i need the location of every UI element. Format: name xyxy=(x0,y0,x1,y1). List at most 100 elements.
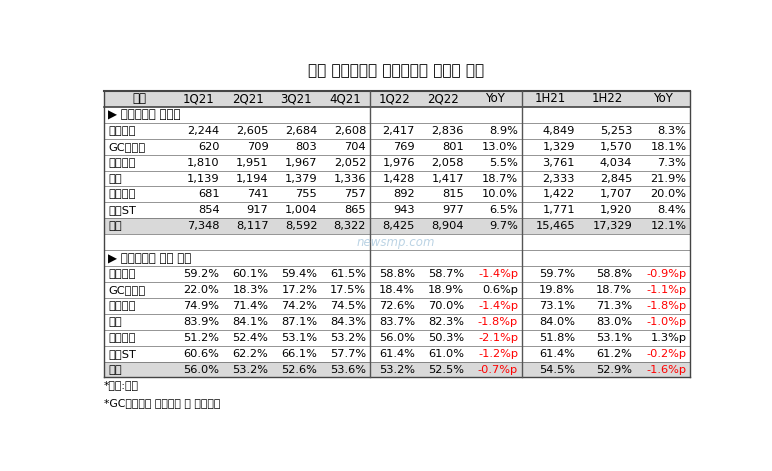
Text: 1,422: 1,422 xyxy=(543,189,575,199)
Text: -1.2%p: -1.2%p xyxy=(478,349,518,358)
Text: 1,336: 1,336 xyxy=(334,173,366,184)
Bar xyxy=(103,362,690,377)
Text: 61.4%: 61.4% xyxy=(379,349,415,358)
Text: 1,428: 1,428 xyxy=(383,173,415,184)
Text: 51.8%: 51.8% xyxy=(539,333,575,343)
Text: 18.9%: 18.9% xyxy=(428,285,464,295)
Text: 1,951: 1,951 xyxy=(235,158,269,168)
Text: 6.5%: 6.5% xyxy=(489,205,518,215)
Text: 8,904: 8,904 xyxy=(432,221,464,231)
Text: 주요 상위제약사 전문의약품 매출액 추이: 주요 상위제약사 전문의약품 매출액 추이 xyxy=(307,63,484,78)
Text: 53.2%: 53.2% xyxy=(379,365,415,374)
Text: ▶ 전문의약품 매출액: ▶ 전문의약품 매출액 xyxy=(108,108,181,122)
Text: 52.9%: 52.9% xyxy=(596,365,632,374)
Text: 59.2%: 59.2% xyxy=(184,269,219,279)
Text: -1.1%p: -1.1%p xyxy=(646,285,686,295)
Text: 12.1%: 12.1% xyxy=(651,221,686,231)
Text: 56.0%: 56.0% xyxy=(184,365,219,374)
Text: 70.0%: 70.0% xyxy=(428,301,464,311)
Text: 2,333: 2,333 xyxy=(543,173,575,184)
Text: 709: 709 xyxy=(246,142,269,152)
Text: 3,761: 3,761 xyxy=(543,158,575,168)
Text: 61.5%: 61.5% xyxy=(330,269,366,279)
Text: 8,592: 8,592 xyxy=(285,221,317,231)
Text: 58.7%: 58.7% xyxy=(428,269,464,279)
Text: 73.1%: 73.1% xyxy=(539,301,575,311)
Text: 58.8%: 58.8% xyxy=(596,269,632,279)
Text: 66.1%: 66.1% xyxy=(281,349,317,358)
Text: 2,684: 2,684 xyxy=(285,126,317,136)
Text: -0.2%p: -0.2%p xyxy=(646,349,686,358)
Text: 8.3%: 8.3% xyxy=(658,126,686,136)
Text: 74.2%: 74.2% xyxy=(281,301,317,311)
Text: 4Q21: 4Q21 xyxy=(330,92,361,106)
Text: 61.0%: 61.0% xyxy=(428,349,464,358)
Text: 17.5%: 17.5% xyxy=(330,285,366,295)
Text: -1.4%p: -1.4%p xyxy=(478,301,518,311)
Text: -2.1%p: -2.1%p xyxy=(478,333,518,343)
Text: 1,379: 1,379 xyxy=(285,173,317,184)
Text: 22.0%: 22.0% xyxy=(184,285,219,295)
Text: 1,417: 1,417 xyxy=(432,173,464,184)
Text: 7.3%: 7.3% xyxy=(658,158,686,168)
Text: 1H22: 1H22 xyxy=(591,92,623,106)
Text: 유한양행: 유한양행 xyxy=(108,126,136,136)
Text: 3Q21: 3Q21 xyxy=(280,92,312,106)
Text: 1Q22: 1Q22 xyxy=(378,92,410,106)
Text: 755: 755 xyxy=(296,189,317,199)
Text: 15,465: 15,465 xyxy=(536,221,575,231)
Text: 일동제약: 일동제약 xyxy=(108,333,136,343)
Text: 74.5%: 74.5% xyxy=(330,301,366,311)
Text: 8,322: 8,322 xyxy=(334,221,366,231)
Text: 18.7%: 18.7% xyxy=(482,173,518,184)
Text: 84.1%: 84.1% xyxy=(232,317,269,327)
Text: 83.7%: 83.7% xyxy=(379,317,415,327)
Text: 일동제약: 일동제약 xyxy=(108,189,136,199)
Text: 0.6%p: 0.6%p xyxy=(482,285,518,295)
Text: -0.9%p: -0.9%p xyxy=(646,269,686,279)
Text: 8,425: 8,425 xyxy=(383,221,415,231)
Text: -1.4%p: -1.4%p xyxy=(478,269,518,279)
Text: 56.0%: 56.0% xyxy=(379,333,415,343)
Text: 동아ST: 동아ST xyxy=(108,205,137,215)
Text: 2,052: 2,052 xyxy=(334,158,366,168)
Text: 943: 943 xyxy=(394,205,415,215)
Text: 84.0%: 84.0% xyxy=(539,317,575,327)
Text: 620: 620 xyxy=(198,142,219,152)
Text: 2,058: 2,058 xyxy=(432,158,464,168)
Text: 1,967: 1,967 xyxy=(285,158,317,168)
Text: 854: 854 xyxy=(198,205,219,215)
Text: 2,608: 2,608 xyxy=(334,126,366,136)
Text: ▶ 전문의약품 매출 비중: ▶ 전문의약품 매출 비중 xyxy=(108,252,191,265)
Text: 1,810: 1,810 xyxy=(187,158,219,168)
Text: 1.3%p: 1.3%p xyxy=(650,333,686,343)
Text: 83.9%: 83.9% xyxy=(184,317,219,327)
Text: 평균: 평균 xyxy=(108,365,122,374)
Text: 53.6%: 53.6% xyxy=(330,365,366,374)
Text: 53.1%: 53.1% xyxy=(281,333,317,343)
Text: 10.0%: 10.0% xyxy=(482,189,518,199)
Text: 50.3%: 50.3% xyxy=(428,333,464,343)
Text: 71.3%: 71.3% xyxy=(596,301,632,311)
Text: 대웅제약: 대웅제약 xyxy=(108,158,136,168)
Text: *GC녹십자는 혈액제제 및 백신제외: *GC녹십자는 혈액제제 및 백신제외 xyxy=(103,398,220,408)
Text: 8.4%: 8.4% xyxy=(658,205,686,215)
Text: 1,976: 1,976 xyxy=(382,158,415,168)
Text: 59.7%: 59.7% xyxy=(539,269,575,279)
Text: 1,570: 1,570 xyxy=(600,142,632,152)
Text: GC녹십자: GC녹십자 xyxy=(108,285,146,295)
Text: 865: 865 xyxy=(344,205,366,215)
Text: 17.2%: 17.2% xyxy=(281,285,317,295)
Text: newsmp.com: newsmp.com xyxy=(357,236,435,249)
Bar xyxy=(103,219,690,234)
Text: 19.8%: 19.8% xyxy=(539,285,575,295)
Text: 1H21: 1H21 xyxy=(534,92,566,106)
Text: 52.4%: 52.4% xyxy=(232,333,269,343)
Text: 2,605: 2,605 xyxy=(236,126,269,136)
Text: -1.6%p: -1.6%p xyxy=(646,365,686,374)
Text: 18.7%: 18.7% xyxy=(596,285,632,295)
Text: 2,845: 2,845 xyxy=(600,173,632,184)
Text: 18.3%: 18.3% xyxy=(232,285,269,295)
Text: 769: 769 xyxy=(394,142,415,152)
Text: 58.8%: 58.8% xyxy=(379,269,415,279)
